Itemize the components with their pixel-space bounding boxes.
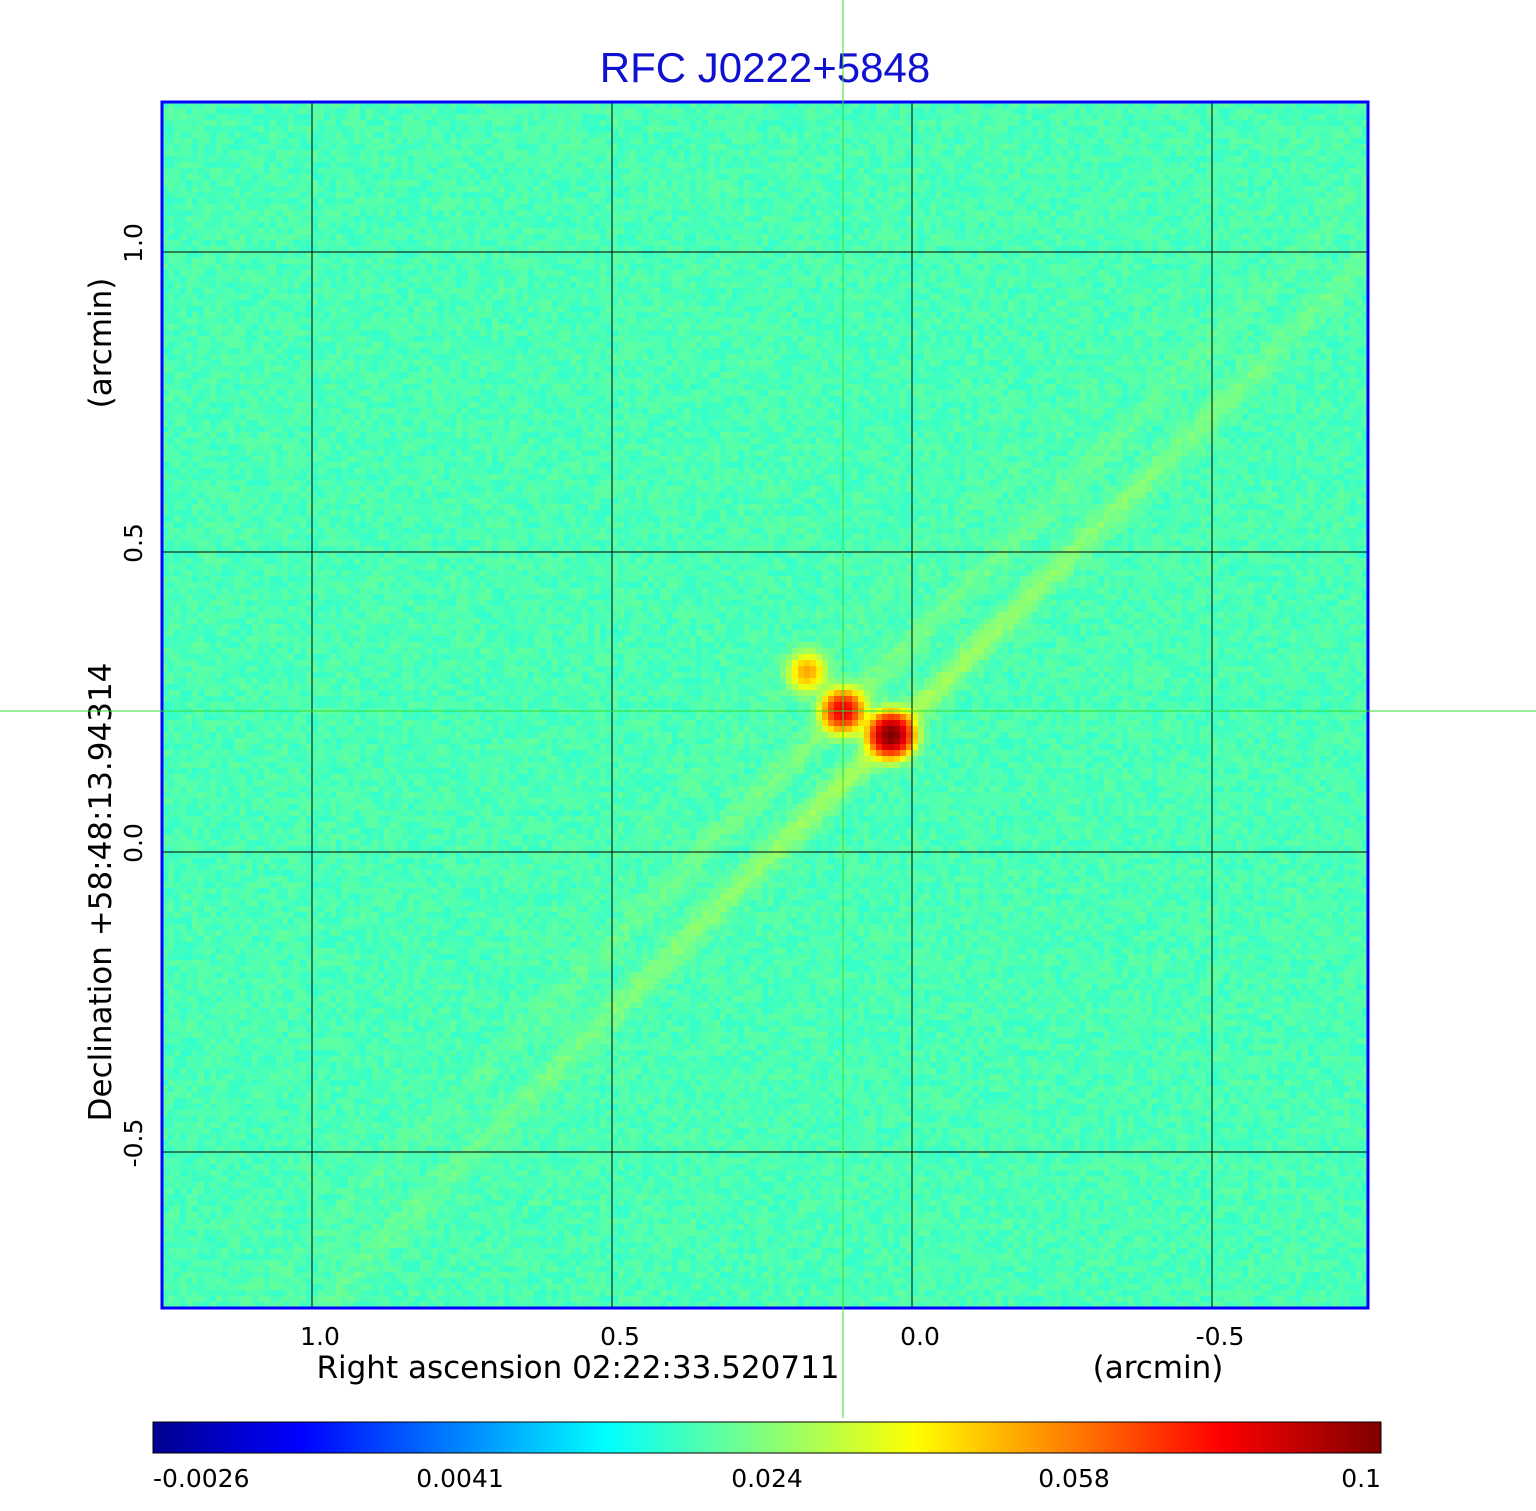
x-axis-label: Right ascension 02:22:33.520711 — [316, 1350, 839, 1386]
colorbar-tick-labels: -0.0026 0.0041 0.024 0.058 0.1 — [153, 1464, 1381, 1493]
colorbar-tick-label: 0.1 — [1341, 1464, 1381, 1493]
x-tick-label: -0.5 — [1196, 1322, 1245, 1351]
y-tick-label: 1.0 — [119, 223, 148, 263]
plot-frame — [160, 100, 1370, 1310]
x-tick-label: 0.0 — [900, 1322, 940, 1351]
colorbar-tick-label: 0.024 — [731, 1464, 803, 1493]
y-tick-label: -0.5 — [119, 1119, 148, 1168]
y-axis-label: Declination +58:48:13.94314 — [83, 663, 119, 1122]
crosshair — [0, 0, 1536, 1418]
colorbar-tick-label: -0.0026 — [153, 1464, 250, 1493]
x-tick-label: 0.5 — [600, 1322, 640, 1351]
colorbar — [152, 1421, 1382, 1454]
colorbar-tick-label: 0.058 — [1038, 1464, 1110, 1493]
y-tick-label: 0.5 — [119, 523, 148, 563]
chart-title: RFC J0222+5848 — [600, 44, 930, 91]
x-tick-labels: 1.0 0.5 0.0 -0.5 — [300, 1322, 1244, 1351]
heatmap-image — [162, 102, 1368, 1308]
y-axis-unit: (arcmin) — [83, 278, 119, 409]
grid-lines — [162, 102, 1368, 1308]
x-axis-unit: (arcmin) — [1093, 1350, 1224, 1386]
y-tick-labels: 1.0 0.5 0.0 -0.5 — [119, 223, 148, 1167]
x-tick-label: 1.0 — [300, 1322, 340, 1351]
y-tick-label: 0.0 — [119, 823, 148, 863]
colorbar-tick-label: 0.0041 — [416, 1464, 503, 1493]
plot-area — [162, 102, 1368, 1308]
